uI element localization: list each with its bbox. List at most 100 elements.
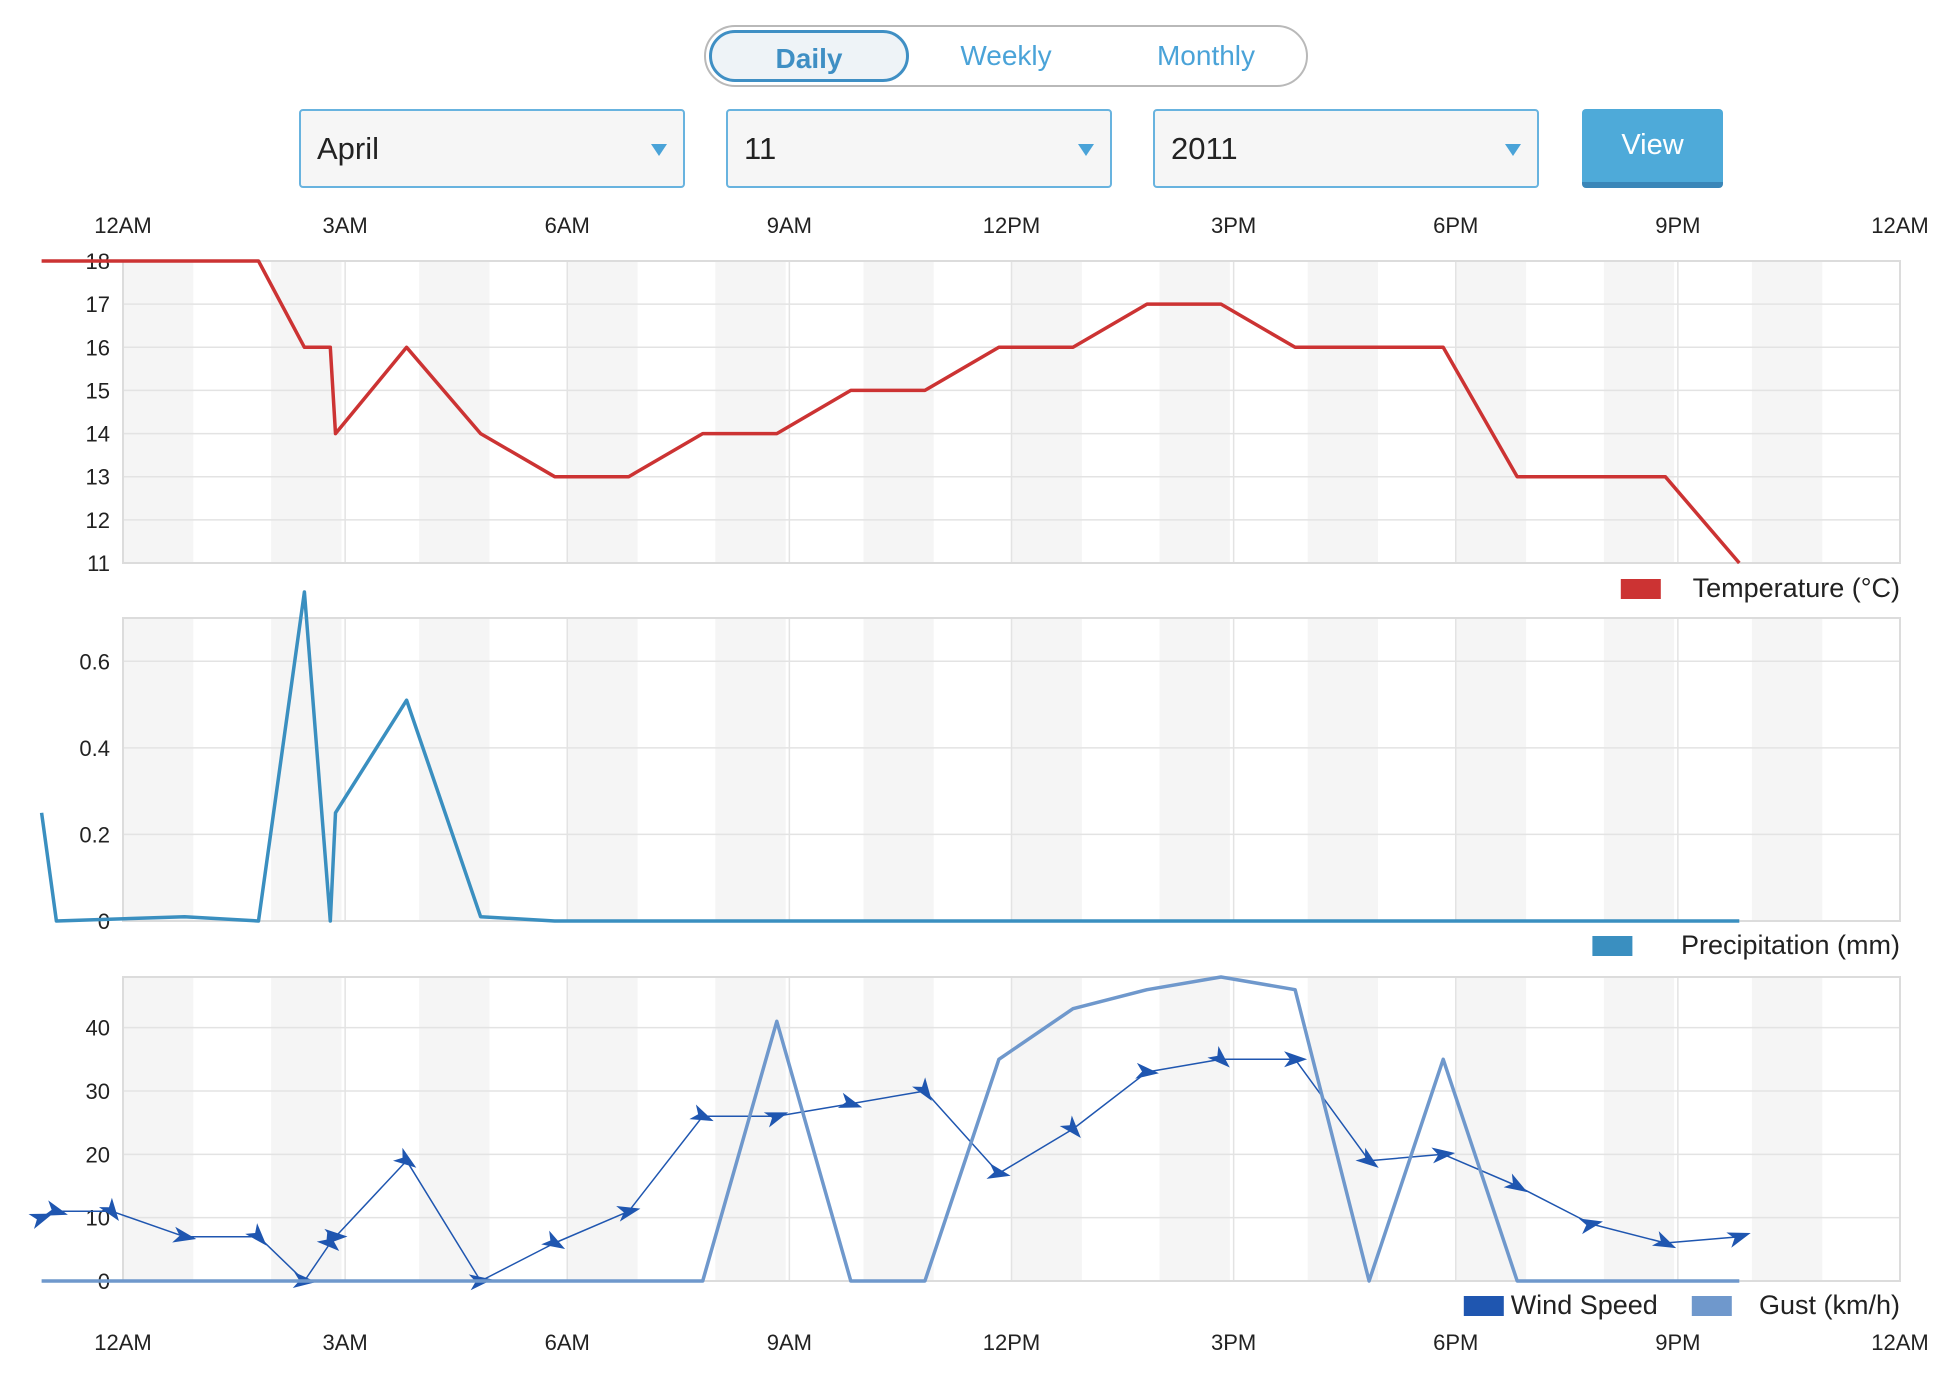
x-tick-bottom-3: 9AM xyxy=(767,1330,812,1355)
y-tick-label: 0.6 xyxy=(79,649,110,674)
wind-arrow-marker xyxy=(616,1205,641,1222)
wind-arrow-marker xyxy=(912,1077,932,1101)
series-line-gust-km-h xyxy=(41,975,1740,1283)
wind-arrow-marker xyxy=(1651,1231,1677,1249)
legend-swatch xyxy=(1463,1296,1504,1316)
wind-arrow-marker xyxy=(1503,1173,1528,1193)
hour-band xyxy=(1011,261,1082,563)
hour-band xyxy=(863,977,934,1281)
hour-band xyxy=(1455,261,1527,563)
hour-band xyxy=(1011,618,1082,921)
chevron-down-icon xyxy=(651,144,667,156)
wind-arrow-marker xyxy=(837,1092,863,1108)
day-select[interactable]: 11 xyxy=(726,109,1112,188)
month-select[interactable]: April xyxy=(299,109,685,188)
y-tick-label: 13 xyxy=(86,465,110,490)
hour-band xyxy=(123,618,194,921)
x-tick-top-5: 3PM xyxy=(1211,213,1256,238)
hour-band xyxy=(1603,618,1675,921)
series-line-precipitation-mm xyxy=(39,590,1740,923)
x-tick-top-8: 12AM xyxy=(1871,213,1928,238)
y-tick-label: 30 xyxy=(86,1079,110,1104)
wind-arrow-marker xyxy=(1059,1115,1081,1139)
y-tick-label: 0 xyxy=(98,909,110,934)
y-tick-label: 40 xyxy=(86,1016,110,1041)
wind-arrow-marker xyxy=(1207,1045,1230,1068)
y-tick-label: 11 xyxy=(87,551,110,576)
hour-band xyxy=(1307,977,1379,1281)
wind-arrow-marker xyxy=(1726,1232,1751,1248)
period-toggle: Daily Weekly Monthly xyxy=(704,25,1308,87)
x-tick-top-3: 9AM xyxy=(767,213,812,238)
x-tick-top-1: 3AM xyxy=(323,213,368,238)
day-select-value: 11 xyxy=(744,131,777,166)
chevron-down-icon xyxy=(1505,144,1521,156)
tab-weekly[interactable]: Weekly xyxy=(960,40,1052,71)
wind-arrow-marker xyxy=(43,1200,68,1216)
x-tick-bottom-8: 12AM xyxy=(1871,1330,1928,1355)
x-tick-top-7: 9PM xyxy=(1655,213,1700,238)
wind-arrow-marker xyxy=(986,1163,1011,1179)
x-tick-bottom-7: 9PM xyxy=(1655,1330,1700,1355)
y-tick-label: 0.4 xyxy=(79,736,110,761)
hour-band xyxy=(1603,977,1675,1281)
hour-band xyxy=(419,977,490,1281)
hour-band xyxy=(1307,261,1379,563)
month-select-value: April xyxy=(317,131,380,166)
view-button[interactable]: View xyxy=(1582,109,1723,188)
wind-arrow-marker xyxy=(28,1213,53,1229)
hour-band xyxy=(1159,618,1230,921)
wind-arrow-marker xyxy=(1431,1147,1456,1164)
year-select-value: 2011 xyxy=(1171,131,1238,166)
x-tick-top-4: 12PM xyxy=(983,213,1040,238)
series-line-temperature-c xyxy=(41,259,1741,565)
wind-arrow-marker xyxy=(1578,1218,1603,1235)
y-tick-label: 0.2 xyxy=(79,822,110,847)
hour-band xyxy=(567,977,638,1281)
year-select[interactable]: 2011 xyxy=(1153,109,1539,188)
plot-frame xyxy=(122,976,1901,1282)
hour-band xyxy=(567,261,638,563)
legend-swatch xyxy=(1620,579,1661,599)
hour-band xyxy=(1307,618,1379,921)
x-tick-top-2: 6AM xyxy=(545,213,590,238)
wind-arrow-marker xyxy=(763,1112,789,1128)
x-tick-bottom-2: 6AM xyxy=(545,1330,590,1355)
legend-label: Gust (km/h) xyxy=(1759,1290,1900,1320)
hour-band xyxy=(271,261,342,563)
tab-monthly[interactable]: Monthly xyxy=(1156,40,1256,71)
hour-band xyxy=(715,618,786,921)
hour-band xyxy=(419,261,490,563)
hour-band xyxy=(715,261,786,563)
tab-daily[interactable]: Daily xyxy=(709,30,909,82)
hour-band xyxy=(123,261,194,563)
wind-arrow-marker xyxy=(324,1228,348,1245)
hour-band xyxy=(1751,261,1823,563)
legend-swatch xyxy=(1691,1296,1732,1316)
wind-arrow-marker xyxy=(245,1223,267,1246)
y-tick-label: 20 xyxy=(86,1142,110,1167)
hour-band xyxy=(863,618,934,921)
hour-band xyxy=(1603,261,1675,563)
hour-band xyxy=(1751,618,1823,921)
x-tick-bottom-5: 3PM xyxy=(1211,1330,1256,1355)
x-tick-bottom-6: 6PM xyxy=(1433,1330,1478,1355)
wind-arrow-marker xyxy=(1135,1062,1159,1079)
x-tick-bottom-4: 12PM xyxy=(983,1330,1040,1355)
hour-band xyxy=(1751,977,1823,1281)
wind-arrow-marker xyxy=(98,1197,119,1222)
wind-arrow-marker xyxy=(1284,1051,1308,1068)
x-tick-top-6: 6PM xyxy=(1433,213,1478,238)
y-tick-label: 17 xyxy=(86,292,110,317)
hour-band xyxy=(271,618,342,921)
legend-swatch xyxy=(1592,936,1633,956)
hour-band xyxy=(567,618,638,921)
x-tick-top-0: 12AM xyxy=(94,213,151,238)
legend-label: Wind Speed xyxy=(1511,1290,1658,1320)
legend-label: Temperature (°C) xyxy=(1693,573,1900,603)
wind-arrow-marker xyxy=(541,1230,566,1249)
chevron-down-icon xyxy=(1078,144,1094,156)
y-tick-label: 15 xyxy=(86,378,110,403)
x-tick-bottom-0: 12AM xyxy=(94,1330,151,1355)
